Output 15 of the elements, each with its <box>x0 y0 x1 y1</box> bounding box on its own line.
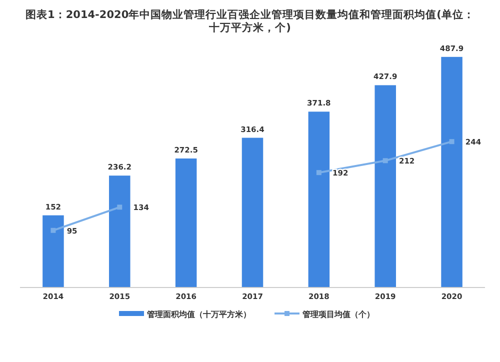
point <box>382 158 388 164</box>
bar <box>42 215 64 287</box>
point <box>50 228 56 233</box>
legend-label: 管理面积均值（十万平方米） <box>146 309 251 319</box>
legend-label: 管理项目均值（个） <box>302 310 374 319</box>
bar <box>109 176 130 287</box>
bar <box>374 85 396 287</box>
title: 图表1：2014-2020年中国物业管理行业百强企业管理项目数量均值和管理面积均值(单位：十万平方米，个) <box>26 9 474 34</box>
bar <box>308 112 330 287</box>
bar <box>441 56 462 287</box>
point <box>449 139 454 144</box>
point <box>316 170 322 176</box>
bar <box>242 138 264 287</box>
bar <box>175 158 197 287</box>
point <box>117 204 122 210</box>
